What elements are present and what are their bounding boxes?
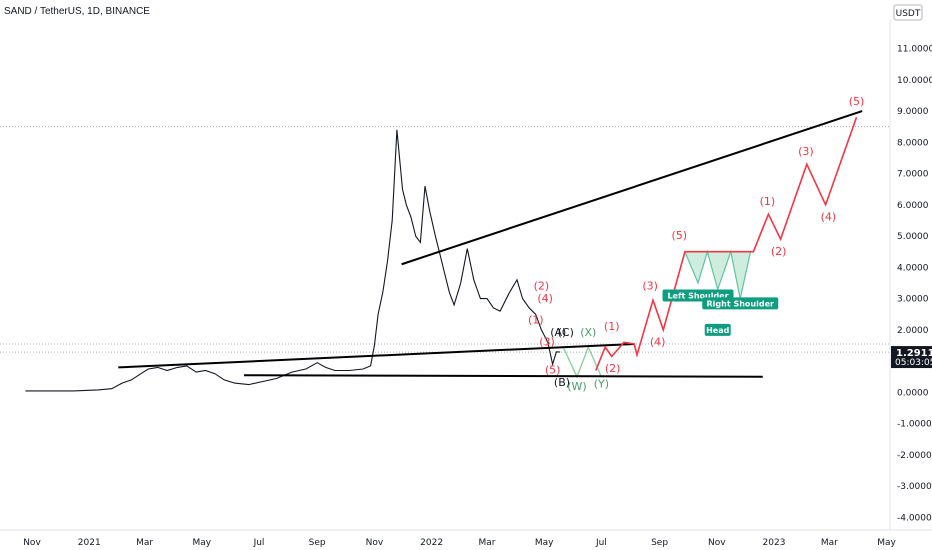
pattern-annotation-label: Right Shoulder [707,299,774,308]
x-tick-label: Nov [366,538,384,548]
x-tick-label: 2023 [763,538,786,548]
trendline[interactable] [243,374,763,378]
y-tick-label: -4.0000 [897,514,932,524]
y-tick-label: -1.0000 [897,420,932,430]
x-tick-label: Nov [708,538,726,548]
y-tick-label: -2.0000 [897,451,932,461]
x-tick-label: Nov [23,538,41,548]
x-tick-label: 2021 [78,538,101,548]
wave-label: (3) [539,336,555,349]
wave-label: (1) [528,314,544,327]
x-tick-label: Sep [651,538,668,548]
wave-label: (5) [849,95,865,108]
chart-title: SAND / TetherUS, 1D, BINANCE [4,6,150,17]
bar-countdown: 05:03:05 [895,358,932,368]
y-tick-label: 11.0000 [897,45,932,55]
y-tick-label: 9.0000 [897,107,929,117]
pattern-annotation-label: Head [706,326,730,335]
head-shoulders-area [684,251,751,299]
y-tick-label: 3.0000 [897,295,929,305]
wave-label: (2) [605,362,621,375]
x-tick-label: Jul [595,538,607,548]
pattern-annotation-label: Left Shoulder [667,292,728,301]
wave-label: (4) [537,292,553,305]
wave-projection [595,117,858,371]
wave-label: (3) [798,145,814,158]
y-tick-label: 7.0000 [897,170,929,180]
currency-button[interactable] [893,4,923,21]
trendline[interactable] [401,110,863,266]
price-series-line [25,129,561,392]
last-price-badge [891,346,932,369]
wave-label: (1) [604,320,620,333]
wave-label: (C) [558,326,574,339]
wave-label: (4) [650,336,666,349]
x-tick-label: Mar [478,538,495,548]
x-tick-label: May [192,538,211,548]
x-tick-label: Sep [309,538,326,548]
wave-label: (5) [545,364,561,377]
y-tick-label: 2.0000 [897,326,929,336]
y-tick-label: 10.0000 [897,76,932,86]
wave-label: (X) [580,326,596,339]
wave-label: (2) [534,279,550,292]
x-tick-label: May [535,538,554,548]
last-price-value: 1.2911 [896,348,932,359]
x-tick-label: May [877,538,896,548]
y-tick-label: 0.0000 [897,388,929,398]
wave-label: (4) [821,210,837,223]
wave-label: (Y) [594,378,609,391]
wave-label: (2) [771,245,787,258]
y-tick-label: -3.0000 [897,482,932,492]
wave-label: (B) [554,376,570,389]
x-tick-label: Mar [821,538,838,548]
pattern-annotation-box [704,323,731,336]
wave-label: (1) [760,195,776,208]
wave-label: (3) [642,279,658,292]
x-tick-label: Jul [253,538,265,548]
y-tick-label: 6.0000 [897,201,929,211]
x-tick-label: Mar [136,538,153,548]
wave-label: (W) [567,380,586,393]
y-tick-label: 5.0000 [897,232,929,242]
wave-label: (A) [550,326,566,339]
x-tick-label: 2022 [420,538,443,548]
currency-label: USDT [896,9,921,19]
pattern-annotation-box [702,297,779,310]
y-tick-label: 4.0000 [897,263,929,273]
wave-label: (5) [671,229,687,242]
y-tick-label: 8.0000 [897,138,929,148]
trendline[interactable] [118,342,635,369]
correction-projection [563,345,603,379]
